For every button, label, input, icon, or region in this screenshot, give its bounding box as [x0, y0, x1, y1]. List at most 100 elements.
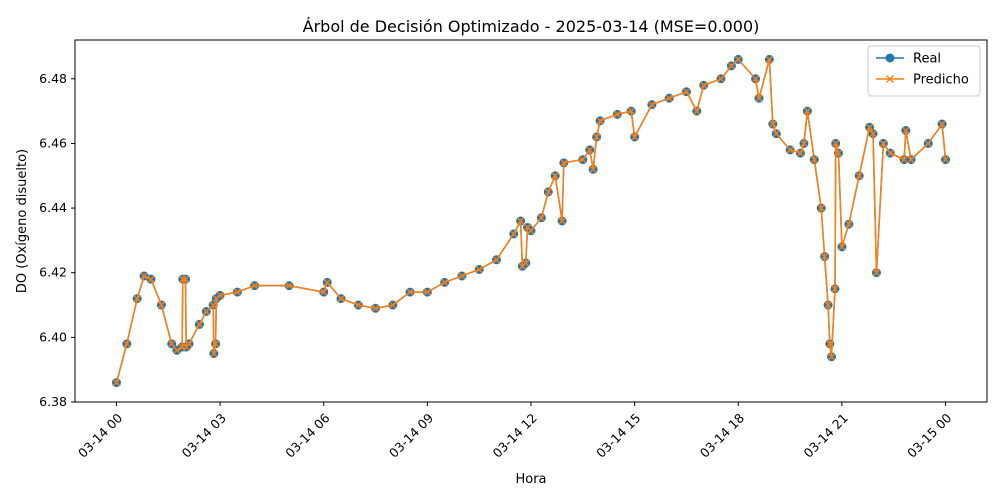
legend-marker-1	[886, 75, 894, 83]
predicho-point-50	[596, 117, 604, 125]
predicho-point-49	[592, 133, 601, 141]
predicho-point-82	[855, 172, 863, 180]
x-tick-label-3: 03-14 09	[386, 410, 436, 460]
predicho-point-90	[907, 155, 915, 164]
x-axis: 03-14 00 03-14 03 03-14 06 03-14 09 03-14 12…	[75, 402, 954, 461]
predicho-point-33	[475, 265, 483, 274]
predicho-point-74	[824, 301, 832, 309]
predicho-point-9	[179, 275, 187, 283]
predicho-point-53	[630, 133, 639, 141]
predicho-point-17	[211, 340, 220, 348]
predicho-point-24	[323, 278, 331, 287]
predicho-point-60	[727, 62, 736, 70]
predicho-point-55	[665, 94, 673, 102]
predicho-point-56	[682, 88, 691, 96]
predicho-point-10	[181, 275, 190, 283]
predicho-point-21	[250, 281, 259, 290]
predicho-point-61	[734, 55, 742, 64]
predicho-point-71	[810, 155, 818, 164]
predicho-point-19	[216, 291, 224, 300]
legend-marker-0	[885, 53, 895, 63]
predicho-point-79	[834, 149, 843, 157]
predicho-point-72	[817, 204, 825, 212]
predicho-point-45	[560, 159, 568, 167]
predicho-point-7	[173, 346, 181, 354]
y-tick-label-3: 6.44	[39, 200, 67, 215]
predicho-point-91	[924, 139, 932, 148]
predicho-point-93	[941, 155, 950, 164]
legend-label-1: Predicho	[913, 73, 969, 88]
predicho-point-23	[320, 288, 328, 296]
predicho-point-75	[826, 340, 834, 348]
y-tick-label-4: 6.46	[39, 135, 67, 150]
predicho-point-69	[800, 139, 808, 148]
predicho-point-83	[865, 123, 874, 131]
predicho-point-81	[845, 220, 853, 228]
x-axis-label: Hora	[515, 472, 546, 487]
predicho-point-43	[551, 172, 559, 180]
x-tick-label-6: 03-14 18	[697, 410, 747, 460]
predicho-point-1	[123, 340, 131, 348]
predicho-point-4	[147, 275, 155, 283]
predicho-point-46	[579, 155, 587, 164]
y-tick-label-0: 6.38	[39, 394, 67, 409]
predicho-point-85	[872, 269, 881, 277]
predicho-point-51	[613, 110, 622, 119]
predicho-point-3	[140, 272, 148, 280]
predicho-point-27	[371, 304, 380, 312]
predicho-point-57	[693, 107, 701, 115]
predicho-point-16	[210, 349, 218, 358]
predicho-point-0	[112, 378, 121, 387]
series-real-line	[115, 58, 947, 383]
predicho-point-80	[838, 243, 846, 251]
y-tick-label-2: 6.42	[39, 265, 67, 280]
predicho-point-40	[527, 227, 535, 235]
x-tick-label-2: 03-14 06	[282, 410, 332, 460]
predicho-point-22	[285, 281, 293, 290]
x-tick-label-4: 03-14 12	[490, 410, 540, 460]
chart-title: Árbol de Decisión Optimizado - 2025-03-1…	[303, 17, 760, 36]
legend-label-0: Real	[913, 52, 941, 67]
predicho-point-62	[751, 75, 760, 83]
predicho-point-52	[627, 107, 635, 115]
predicho-point-89	[902, 126, 910, 135]
predicho-point-20	[233, 288, 242, 296]
predicho-point-70	[803, 107, 812, 115]
series-predicho	[112, 55, 950, 387]
predicho-point-67	[786, 146, 794, 154]
x-tick-label-1: 03-14 03	[179, 410, 229, 460]
predicho-point-78	[831, 139, 840, 148]
x-tick-label-7: 03-14 21	[800, 410, 850, 460]
y-axis-label: DO (Oxígeno disuelto)	[15, 149, 30, 293]
predicho-point-44	[558, 217, 566, 225]
predicho-point-38	[522, 259, 530, 267]
predicho-point-47	[586, 146, 594, 154]
predicho-point-63	[755, 94, 763, 102]
predicho-point-86	[879, 139, 888, 148]
predicho-point-26	[354, 301, 362, 309]
predicho-point-5	[157, 301, 166, 309]
predicho-point-42	[544, 188, 552, 196]
predicho-point-14	[202, 307, 210, 316]
predicho-point-41	[537, 214, 546, 222]
predicho-point-13	[195, 320, 204, 329]
plot-area	[111, 54, 951, 388]
predicho-point-29	[406, 288, 414, 296]
predicho-point-92	[938, 120, 946, 128]
y-axis: 6.38 6.40 6.42 6.44 6.46 6.48	[39, 71, 75, 409]
predicho-point-87	[886, 149, 894, 157]
predicho-point-35	[510, 230, 518, 238]
predicho-point-6	[168, 340, 176, 348]
predicho-point-64	[765, 55, 774, 64]
predicho-point-12	[185, 340, 193, 348]
predicho-point-65	[769, 120, 777, 128]
y-tick-label-1: 6.40	[39, 329, 67, 344]
predicho-point-68	[796, 149, 805, 157]
predicho-point-36	[516, 217, 525, 225]
predicho-point-31	[440, 278, 449, 287]
predicho-point-84	[869, 130, 877, 138]
predicho-point-32	[458, 272, 466, 280]
x-tick-label-0: 03-14 00	[75, 410, 125, 460]
legend: Real Predicho	[867, 45, 981, 97]
